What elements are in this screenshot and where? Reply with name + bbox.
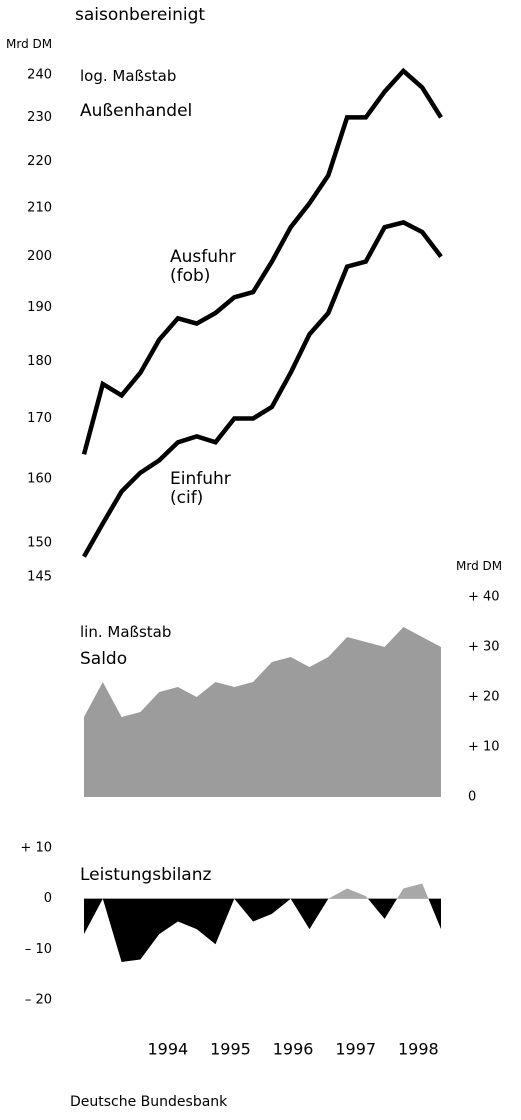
y-tick-label: 150 — [27, 536, 52, 551]
y-tick-label: 220 — [27, 154, 52, 169]
y-tick-label: 170 — [27, 411, 52, 426]
scale-label: log. Maßstab — [80, 67, 177, 85]
x-tick-label: 1994 — [147, 1040, 188, 1059]
y-tick-label: – 10 — [25, 942, 52, 957]
scale-label: lin. Maßstab — [80, 623, 172, 641]
y-tick-label: + 10 — [20, 841, 52, 856]
panel-title: Saldo — [80, 649, 128, 669]
x-tick-label: 1997 — [335, 1040, 376, 1059]
panel-title: Außenhandel — [80, 101, 193, 121]
x-tick-label: 1998 — [398, 1040, 439, 1059]
panel-title: Leistungsbilanz — [80, 865, 212, 885]
y-tick-label: 0 — [44, 891, 52, 906]
area — [84, 627, 441, 797]
subtitle: saisonbereinigt — [75, 5, 206, 25]
y-tick-label: 145 — [27, 570, 52, 585]
y-tick-label: 190 — [27, 300, 52, 315]
y-tick-label: 240 — [27, 68, 52, 83]
x-tick-label: 1995 — [210, 1040, 251, 1059]
y-tick-label: + 30 — [468, 640, 500, 655]
series-label: Einfuhr (cif) — [170, 469, 231, 508]
y-tick-label: – 20 — [25, 993, 52, 1008]
y-tick-label: + 40 — [468, 590, 500, 605]
y-tick-label: 0 — [468, 790, 476, 805]
series-line — [82, 220, 443, 558]
series-label: Ausfuhr (fob) — [170, 247, 236, 286]
y-tick-label: + 10 — [468, 740, 500, 755]
y-tick-label: 200 — [27, 249, 52, 264]
y-tick-label: + 20 — [468, 690, 500, 705]
y-tick-label: 230 — [27, 110, 52, 125]
y-axis-label: Mrd DM — [6, 37, 53, 51]
y-tick-label: 210 — [27, 201, 52, 216]
y-tick-label: 160 — [27, 471, 52, 486]
source: Deutsche Bundesbank — [70, 1094, 228, 1110]
y-tick-label: 180 — [27, 354, 52, 369]
series-line — [81, 67, 443, 455]
area — [84, 883, 441, 962]
y2-axis-label: Mrd DM — [456, 559, 503, 573]
x-tick-label: 1996 — [273, 1040, 314, 1059]
